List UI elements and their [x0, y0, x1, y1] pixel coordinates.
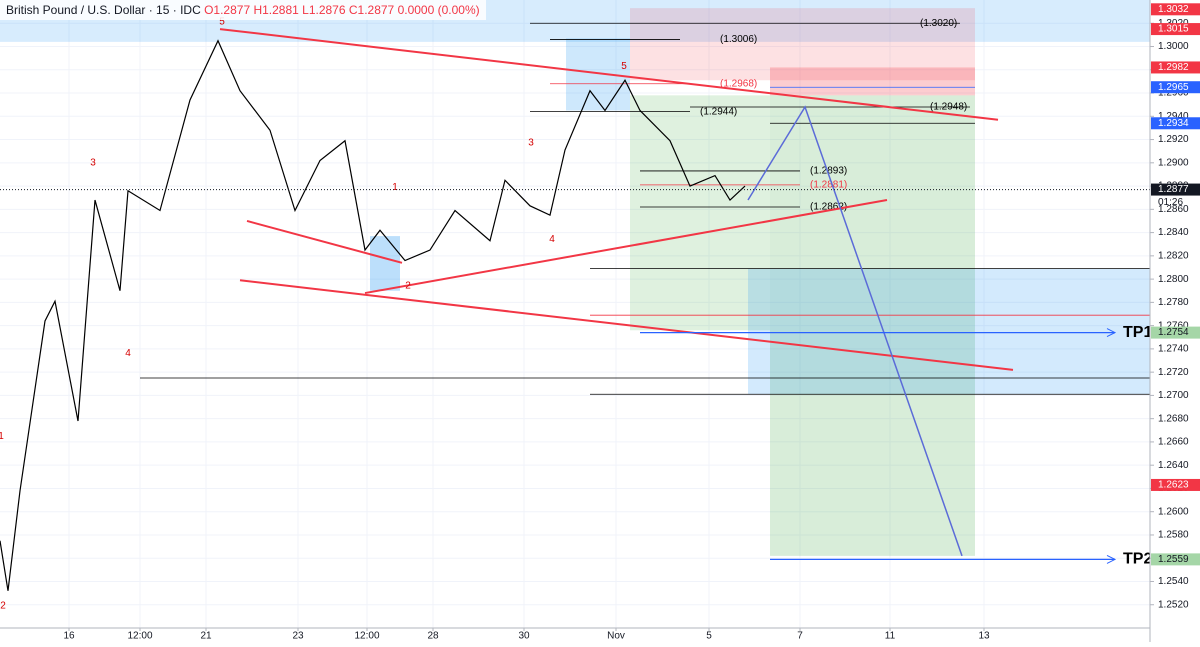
level-label: (1.2948) [930, 102, 967, 113]
y-tick-label: 1.2600 [1158, 506, 1189, 517]
position-zone [630, 95, 770, 331]
y-tick-label: 1.3000 [1158, 41, 1189, 52]
x-tick-label: 5 [706, 631, 712, 642]
level-label: (1.2944) [700, 106, 737, 117]
price-badge-label: 1.2934 [1158, 118, 1189, 129]
price-line [0, 39, 746, 591]
price-badge-label: 1.3015 [1158, 24, 1189, 35]
price-badge [1151, 326, 1200, 339]
y-tick-label: 1.2840 [1158, 227, 1189, 238]
y-tick-label: 1.2720 [1158, 367, 1189, 378]
wave-label: 5 [219, 17, 225, 28]
price-badge-label: 1.2982 [1158, 62, 1189, 73]
price-badge-label: 1.2754 [1158, 327, 1189, 338]
y-tick-label: 1.2820 [1158, 250, 1189, 261]
level-label: (1.3006) [720, 34, 757, 45]
symbol-header: British Pound / U.S. Dollar · 15 · IDC O… [0, 0, 486, 20]
x-tick-label: 11 [885, 631, 896, 642]
x-tick-label: 12:00 [354, 631, 379, 642]
y-tick-label: 1.2580 [1158, 530, 1189, 541]
wave-label: 4 [549, 234, 555, 245]
y-tick-label: 1.2740 [1158, 344, 1189, 355]
target-label: TP2 [1123, 551, 1152, 568]
position-zone [566, 38, 630, 111]
wave-label: 3 [528, 138, 534, 149]
projection-path [747, 105, 963, 557]
level-label: (1.2968) [720, 78, 757, 89]
trend-line [364, 199, 888, 295]
x-tick-label: 28 [427, 631, 439, 642]
y-tick-label: 1.2800 [1158, 274, 1189, 285]
y-tick-label: 1.2640 [1158, 460, 1189, 471]
arrow-head [1106, 554, 1117, 564]
x-tick-label: 7 [797, 631, 803, 642]
x-tick-label: 16 [63, 631, 75, 642]
level-label: (1.3020) [920, 18, 957, 29]
price-badge [1151, 61, 1200, 74]
position-zone [748, 268, 1150, 395]
price-badge-label: 1.2559 [1158, 554, 1189, 565]
wave-label: 3 [90, 157, 96, 168]
y-tick-label: 1.2660 [1158, 437, 1189, 448]
arrow-head [1106, 328, 1117, 338]
price-badge [1151, 553, 1200, 566]
position-zone [770, 95, 975, 556]
x-tick-label: Nov [607, 631, 625, 642]
price-badge [1151, 183, 1200, 196]
y-tick-label: 1.2680 [1158, 413, 1189, 424]
trend-line [246, 219, 403, 264]
position-zone [630, 8, 975, 81]
x-tick-label: 30 [518, 631, 530, 642]
price-badge [1151, 23, 1200, 36]
level-label: (1.2881) [810, 180, 847, 191]
x-tick-label: 12:00 [127, 631, 152, 642]
wave-label: 5 [621, 61, 627, 72]
level-label: (1.2862) [810, 202, 847, 213]
target-label: TP1 [1123, 324, 1152, 341]
price-badge [1151, 3, 1200, 16]
trend-line [239, 279, 1014, 371]
price-axis [1150, 0, 1200, 642]
price-badge [1151, 81, 1200, 94]
wave-label: 2 [405, 281, 411, 292]
wave-label: 2 [0, 601, 6, 612]
y-tick-label: 1.2900 [1158, 157, 1189, 168]
y-tick-label: 1.2920 [1158, 134, 1189, 145]
ohlc: O1.2877 H1.2881 L1.2876 C1.2877 0.0000 (… [204, 3, 480, 17]
y-tick-label: 1.2760 [1158, 320, 1189, 331]
y-tick-label: 1.2540 [1158, 576, 1189, 587]
wave-label: 1 [392, 182, 398, 193]
price-badge-label: 1.2877 [1158, 184, 1189, 195]
trend-line [219, 28, 999, 121]
y-tick-label: 1.2520 [1158, 599, 1189, 610]
level-label: (1.2893) [810, 166, 847, 177]
symbol-title: British Pound / U.S. Dollar · 15 · IDC [6, 3, 201, 17]
countdown: 01:26 [1158, 197, 1183, 208]
x-tick-label: 23 [292, 631, 304, 642]
x-tick-label: 13 [978, 631, 990, 642]
price-badge [1151, 478, 1200, 491]
wave-label: 4 [125, 348, 131, 359]
price-badge [1151, 117, 1200, 130]
y-tick-label: 1.2780 [1158, 297, 1189, 308]
position-zone [370, 236, 400, 291]
position-zone [770, 67, 975, 96]
wave-label: 1 [0, 431, 4, 442]
y-tick-label: 1.2940 [1158, 111, 1189, 122]
price-badge-label: 1.2965 [1158, 82, 1189, 93]
x-tick-label: 21 [200, 631, 212, 642]
y-tick-label: 1.2700 [1158, 390, 1189, 401]
price-badge-label: 1.3032 [1158, 4, 1189, 15]
y-tick-label: 1.2860 [1158, 204, 1189, 215]
price-badge-label: 1.2623 [1158, 480, 1189, 491]
